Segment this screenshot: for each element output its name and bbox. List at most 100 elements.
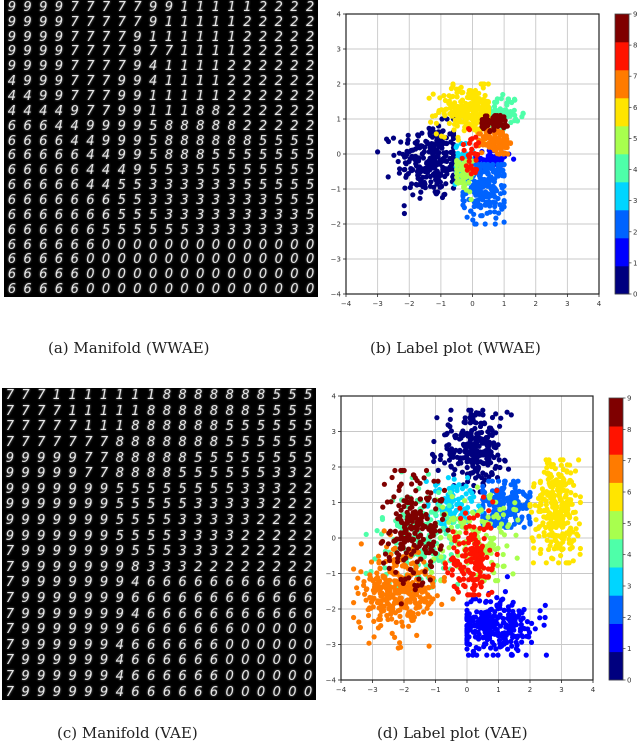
- digit-cell: 8: [162, 388, 171, 404]
- digit-cell: 2: [272, 497, 281, 513]
- digit-cell: 0: [117, 267, 126, 283]
- digit-cell: 0: [256, 653, 266, 669]
- digit-cell: 0: [258, 252, 268, 268]
- digit-cell: 4: [115, 653, 124, 669]
- digit-cell: 6: [209, 653, 219, 669]
- digit-cell: 7: [5, 669, 14, 685]
- digit-cell: 7: [101, 89, 111, 105]
- digit-cell: 2: [290, 74, 299, 90]
- digit-cell: 6: [194, 669, 203, 685]
- digit-cell: 0: [164, 237, 173, 253]
- digit-cell: 7: [70, 0, 79, 15]
- digit-cell: 1: [196, 0, 205, 15]
- digit-cell: 0: [101, 237, 111, 253]
- digit-cell: 5: [290, 148, 299, 164]
- digit-cell: 0: [306, 282, 315, 297]
- digit-cell: 6: [39, 192, 48, 208]
- digit-cell: 7: [68, 435, 77, 451]
- digit-cell: 9: [133, 133, 142, 149]
- digit-cell: 3: [180, 207, 189, 223]
- digit-cell: 6: [288, 591, 297, 607]
- digit-cell: 2: [304, 497, 313, 513]
- digit-cell: 2: [288, 513, 297, 529]
- digit-cell: 7: [86, 44, 95, 60]
- digit-cell: 0: [149, 252, 158, 268]
- digit-cell: 9: [21, 606, 30, 622]
- digit-cell: 9: [23, 44, 32, 60]
- digit-cell: 6: [147, 684, 156, 700]
- digit-cell: 5: [272, 388, 281, 404]
- digit-cell: 9: [52, 637, 62, 653]
- digit-cell: 4: [149, 74, 158, 90]
- digit-cell: 3: [274, 222, 283, 238]
- digit-cell: 6: [256, 575, 266, 591]
- digit-cell: 8: [162, 450, 171, 466]
- digit-cell: 9: [21, 528, 30, 544]
- digit-cell: 5: [133, 192, 142, 208]
- digit-cell: 5: [227, 148, 236, 164]
- digit-cell: 4: [115, 669, 124, 685]
- digit-cell: 6: [147, 669, 156, 685]
- digit-cell: 5: [117, 192, 126, 208]
- digit-cell: 7: [101, 29, 111, 45]
- digit-cell: 7: [21, 388, 30, 404]
- x-tick-label: −3: [367, 686, 377, 694]
- colorbar-tick-label: 4: [627, 551, 632, 559]
- digit-cell: 1: [211, 44, 221, 60]
- digit-cell: 0: [304, 669, 313, 685]
- digit-cell: 0: [306, 267, 315, 283]
- digit-cell: 7: [84, 435, 93, 451]
- digit-cell: 8: [196, 103, 205, 119]
- digit-cell: 5: [243, 163, 252, 179]
- digit-cell: 2: [274, 44, 283, 60]
- digit-cell: 5: [258, 148, 268, 164]
- digit-cell: 6: [225, 622, 234, 638]
- digit-cell: 2: [274, 0, 283, 15]
- digit-cell: 0: [288, 622, 297, 638]
- digit-cell: 2: [306, 59, 315, 75]
- digit-cell: 6: [147, 591, 156, 607]
- digit-cell: 0: [196, 282, 205, 297]
- y-tick-label: −4: [326, 677, 337, 685]
- digit-cell: 7: [5, 559, 14, 575]
- digit-cell: 9: [68, 606, 77, 622]
- digit-cell: 0: [241, 637, 250, 653]
- digit-cell: 1: [211, 89, 221, 105]
- digit-cell: 2: [258, 44, 268, 60]
- y-tick-label: 2: [332, 464, 336, 472]
- digit-cell: 7: [99, 435, 109, 451]
- digit-cell: 5: [225, 450, 234, 466]
- digit-cell: 1: [180, 14, 189, 30]
- digit-cell: 5: [256, 419, 266, 435]
- digit-cell: 0: [180, 237, 189, 253]
- digit-cell: 8: [196, 118, 205, 134]
- digit-cell: 6: [178, 669, 187, 685]
- digit-cell: 9: [52, 544, 62, 560]
- digit-cell: 0: [272, 637, 281, 653]
- digit-cell: 9: [37, 497, 46, 513]
- digit-cell: 5: [194, 466, 203, 482]
- digit-cell: 8: [194, 419, 203, 435]
- digit-cell: 5: [256, 450, 266, 466]
- digit-cell: 0: [243, 282, 252, 297]
- digit-cell: 6: [23, 133, 32, 149]
- digit-cell: 7: [117, 29, 126, 45]
- caption-c: (c) Manifold (VAE): [57, 724, 198, 742]
- digit-cell: 6: [101, 207, 111, 223]
- digit-cell: 6: [288, 606, 297, 622]
- digit-cell: 6: [178, 606, 187, 622]
- y-tick-label: 0: [337, 151, 341, 159]
- digit-cell: 1: [99, 419, 109, 435]
- digit-cell: 7: [99, 466, 109, 482]
- digit-cell: 9: [164, 0, 173, 15]
- digit-cell: 6: [23, 163, 32, 179]
- digit-cell: 5: [149, 118, 158, 134]
- digit-cell: 0: [241, 684, 250, 700]
- digit-cell: 7: [101, 14, 111, 30]
- scatter-points: [351, 407, 583, 658]
- digit-cell: 3: [274, 207, 283, 223]
- digit-cell: 3: [227, 207, 236, 223]
- digit-cell: 6: [194, 622, 203, 638]
- digit-cell: 3: [211, 192, 221, 208]
- digit-cell: 5: [290, 178, 299, 194]
